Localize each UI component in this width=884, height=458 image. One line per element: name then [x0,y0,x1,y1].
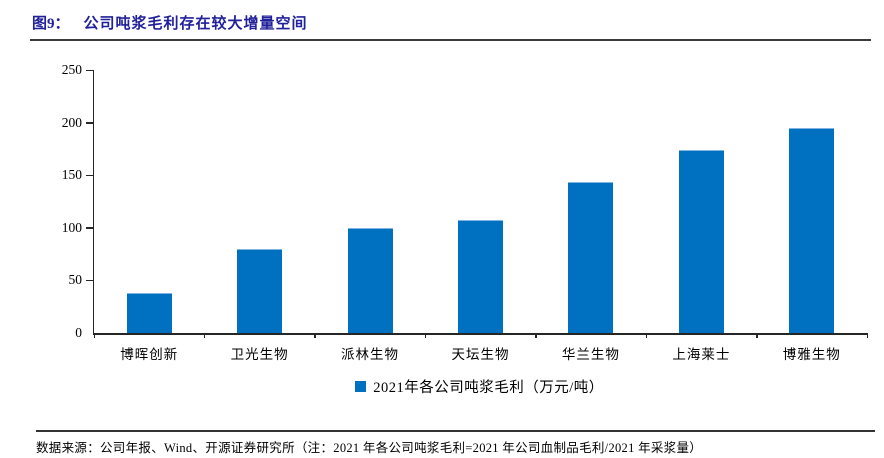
figure-number: 图9： [32,16,70,32]
x-axis-category-label: 派林生物 [341,347,400,362]
x-axis-tick [866,333,868,338]
x-axis-category-label: 上海莱士 [672,347,731,362]
bar-天坛生物 [458,220,503,333]
x-axis-category-label: 博晖创新 [120,347,179,362]
y-axis-tick-label: 100 [61,219,82,235]
x-axis-tick [93,333,95,338]
y-axis-tick [86,122,93,124]
data-source-note: 数据来源：公司年报、Wind、开源证券研究所（注：2021 年各公司吨浆毛利=2… [36,441,703,455]
bar-华兰生物 [568,181,614,333]
y-axis-tick-label: 150 [61,167,82,183]
bar-chart-plot-area: 0 50 100 150 200 250 博晖创新 卫光生物 派林生物 天坛生物 华兰生物 上海莱士 博… [62,62,868,362]
x-axis-category-label: 华兰生物 [561,347,620,362]
bar-博雅生物 [789,127,835,333]
y-axis-tick [86,69,93,71]
bar-派林生物 [347,227,393,333]
legend-label: 2021年各公司吨浆毛利（万元/吨） [373,379,604,396]
y-axis-tick [86,279,93,282]
y-axis-tick-label: 50 [68,272,83,288]
x-axis-tick [535,333,537,338]
chart-legend: 2021年各公司吨浆毛利（万元/吨） [93,376,866,396]
x-axis-category-label: 博雅生物 [782,347,841,362]
x-axis-tick [645,333,648,338]
legend-swatch-icon [355,380,367,392]
bar-上海莱士 [678,149,724,333]
y-axis-tick-label: 200 [61,114,82,130]
x-axis-tick [314,333,316,338]
y-axis-tick-label: 0 [75,325,82,340]
x-axis-category-label: 卫光生物 [230,347,289,362]
y-axis-tick [86,227,93,229]
bar-博晖创新 [126,293,172,333]
x-axis-tick [756,333,758,338]
y-axis-tick [86,174,93,177]
x-axis-category-label: 天坛生物 [451,347,510,362]
bar-卫光生物 [237,248,283,333]
figure-header: 图9： 公司吨浆毛利存在较大增量空间 [32,12,308,36]
x-axis-tick [203,333,206,338]
x-axis-tick [424,333,427,338]
y-axis-tick-label: 250 [61,62,82,77]
figure-title: 公司吨浆毛利存在较大增量空间 [83,16,308,32]
footer-divider [36,430,875,432]
title-divider [30,39,871,41]
